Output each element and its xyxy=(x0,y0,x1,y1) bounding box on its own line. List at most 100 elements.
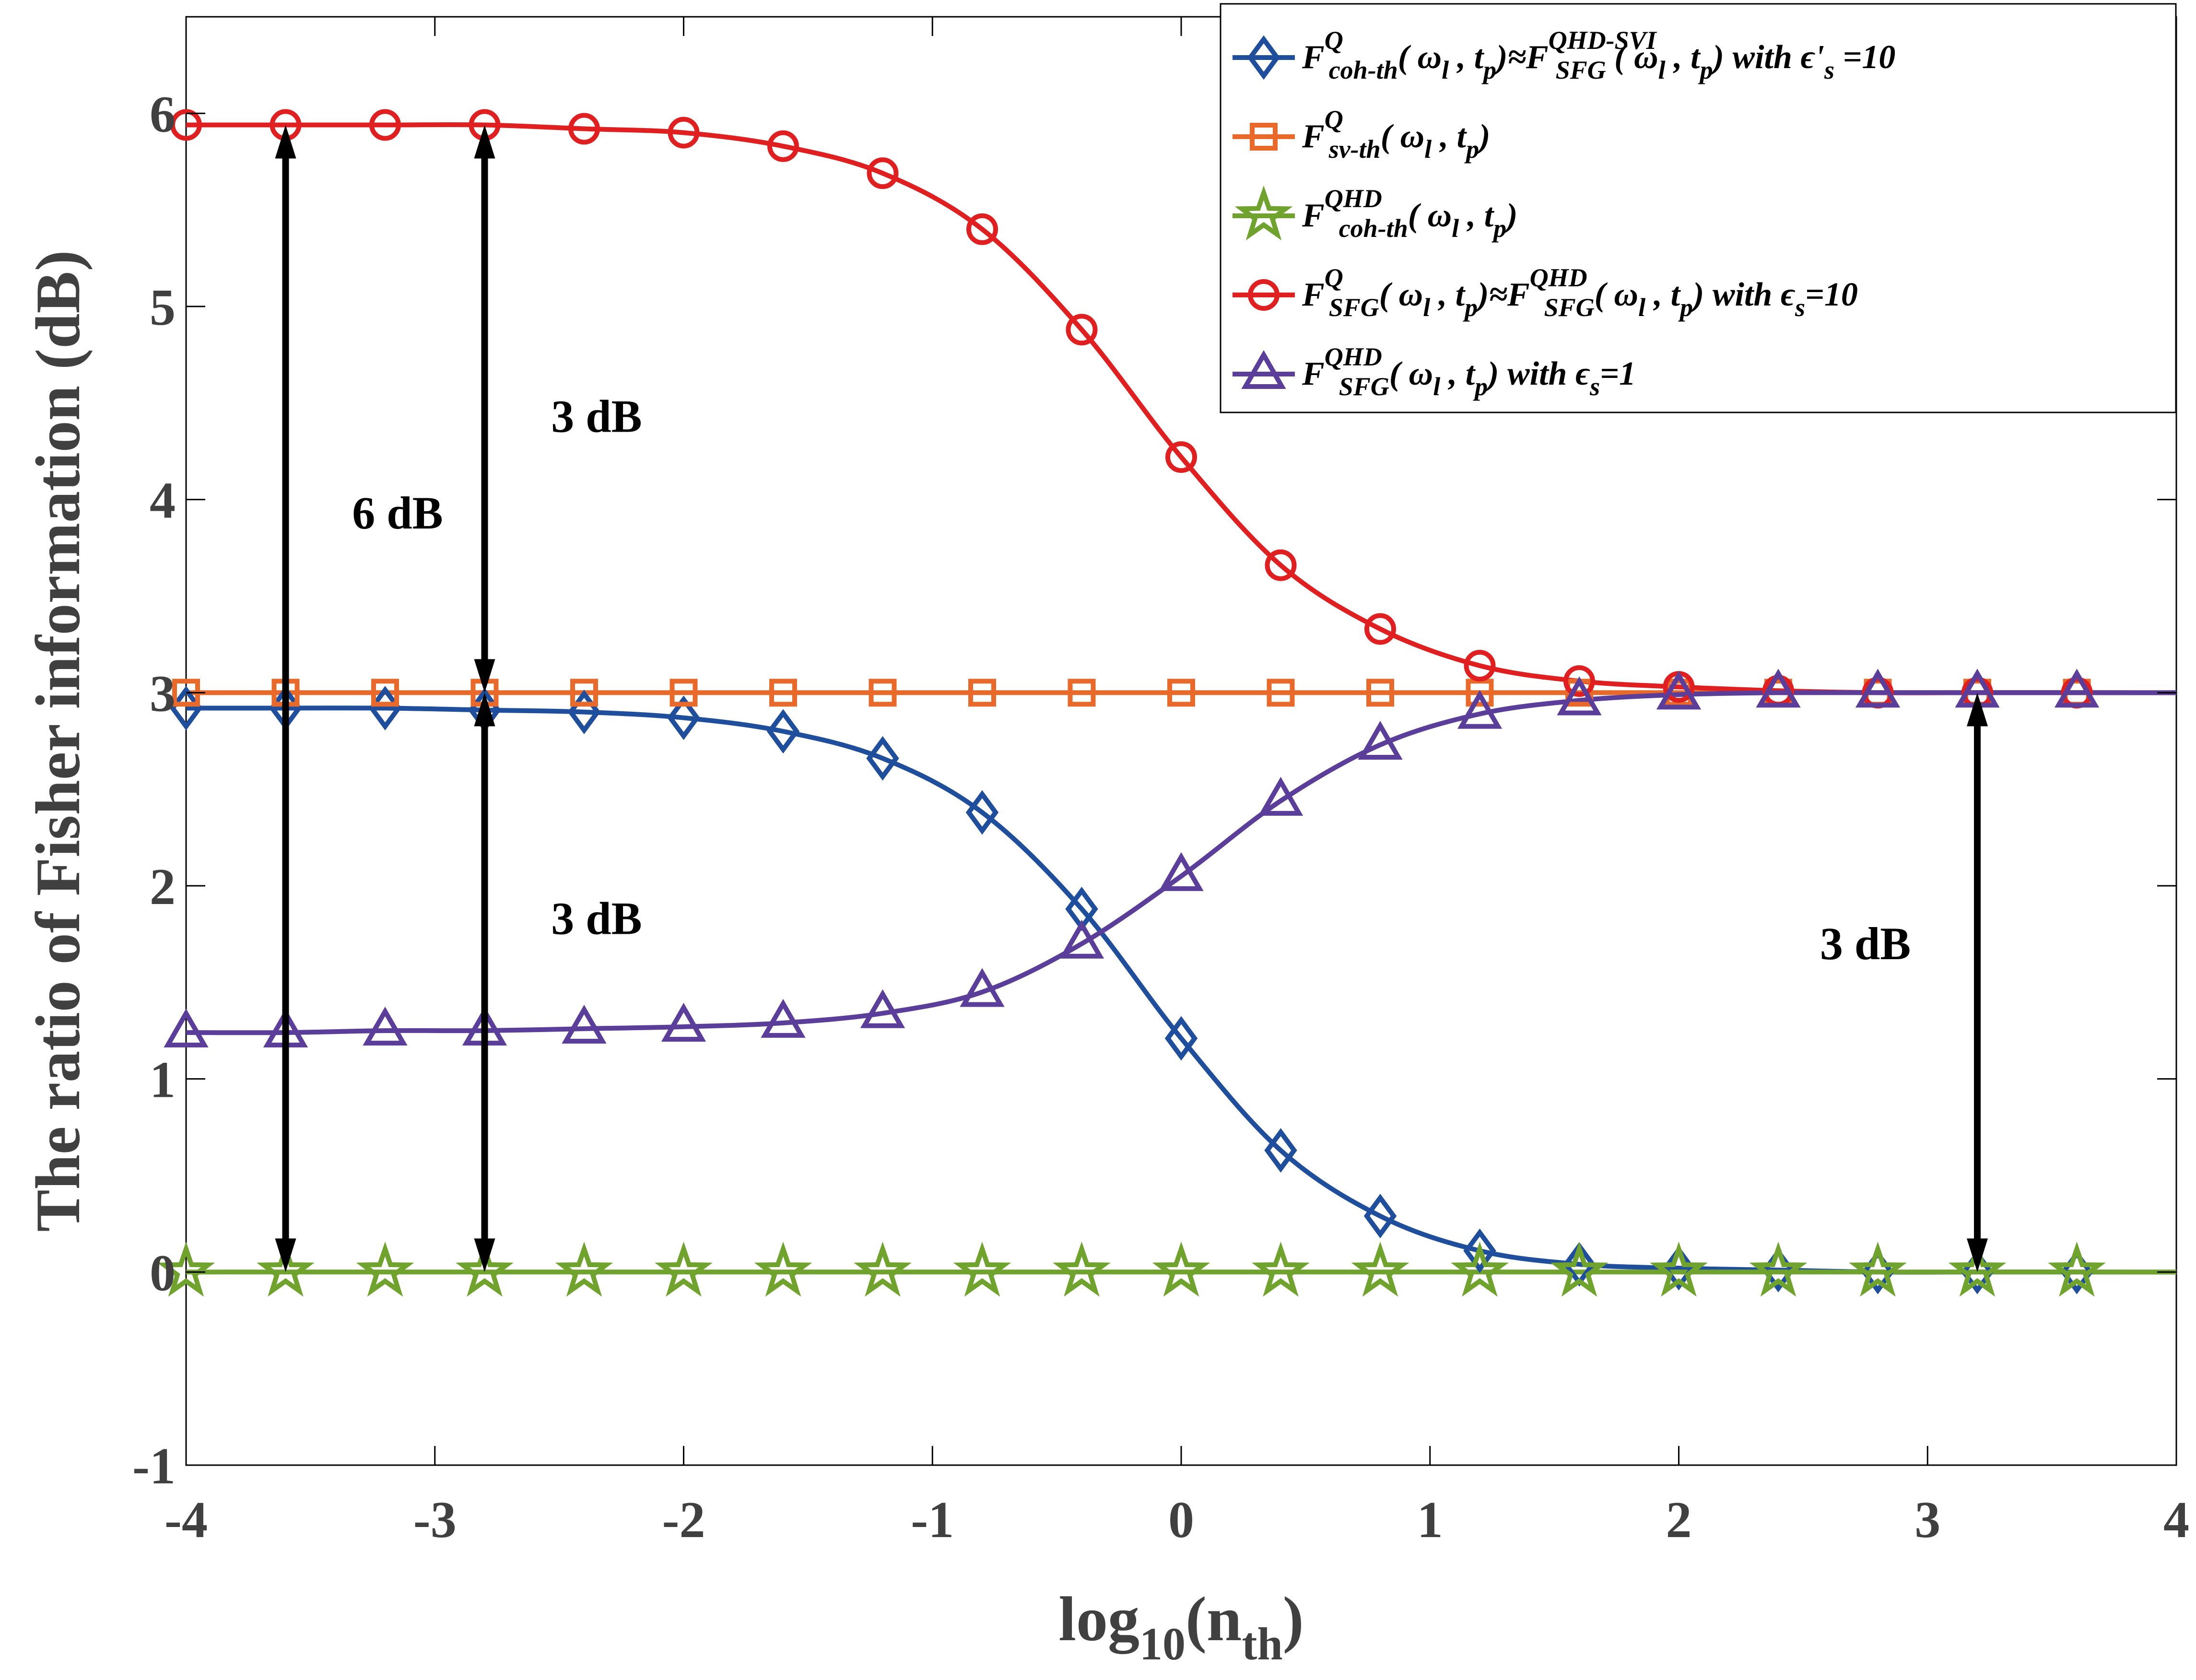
legend-marker-sfg_q_eps10 xyxy=(1248,279,1280,311)
legend-text-part: p xyxy=(1464,135,1479,164)
legend-text-part: p xyxy=(1698,56,1713,84)
legend-text-part: ( ω xyxy=(1606,39,1658,76)
legend-text-part: l xyxy=(1424,135,1432,164)
data-point-sfg_qhd_eps1 xyxy=(1756,669,1801,708)
x-tick-label: -4 xyxy=(164,1492,208,1549)
legend-text-part: )≈F xyxy=(1493,39,1548,76)
data-point-sfg_q_eps10 xyxy=(568,113,600,145)
y-axis-ticks: -1 0 1 2 3 4 5 6 xyxy=(132,86,2176,1495)
legend-text-part: F xyxy=(1302,355,1325,392)
data-point-sv_th xyxy=(869,679,897,707)
legend-label-sfg_qhd_eps1: FQHD SFG( ωl , tp) with ϵs=1 xyxy=(1302,342,1636,401)
data-point-sfg_qhd_eps1 xyxy=(761,999,806,1038)
data-point-coh_sfg_svi xyxy=(866,736,899,781)
legend-box xyxy=(1220,3,2177,413)
legend-text-part: =10 xyxy=(1805,276,1858,313)
data-point-sv_th xyxy=(1267,679,1295,707)
x-tick-label: -2 xyxy=(662,1492,705,1549)
data-point-coh_qhd xyxy=(1053,1241,1111,1297)
data-point-sfg_qhd_eps1 xyxy=(2054,669,2100,708)
x-tick-label: -1 xyxy=(911,1492,954,1549)
data-point-sfg_qhd_eps1 xyxy=(1258,776,1304,816)
data-point-coh_qhd xyxy=(1650,1241,1708,1297)
data-point-coh_qhd xyxy=(1749,1241,1808,1297)
legend-text-part: QHD xyxy=(1325,184,1382,213)
x-axis-title: log10(nth) xyxy=(1058,1584,1304,1669)
annotation-arrow-head-down xyxy=(474,659,495,693)
legend-label-sv_th: FQ sv-th( ωl , tp) xyxy=(1302,105,1490,164)
legend-text-part: =1 xyxy=(1600,355,1636,392)
annotation-label: 6 dB xyxy=(352,487,443,539)
data-point-coh_sfg_svi xyxy=(965,790,999,835)
x-tick-label: 0 xyxy=(1168,1492,1194,1549)
data-point-coh_qhd xyxy=(2048,1241,2106,1297)
data-point-coh_qhd xyxy=(655,1241,713,1297)
data-point-sv_th xyxy=(1167,679,1195,707)
legend-label-sfg_q_eps10: FQ SFG( ωl , tp)≈FQHD SFG( ωl , tp) with ϵ… xyxy=(1302,263,1858,322)
data-point-sfg_qhd_eps1 xyxy=(363,1006,408,1046)
legend-text-part: ( ω xyxy=(1595,276,1638,313)
legend-text-part: F xyxy=(1302,118,1325,155)
annotation-arrow-head-down xyxy=(474,1238,495,1272)
legend-marker-coh_qhd xyxy=(1234,185,1293,241)
y-tick-label: 5 xyxy=(150,279,176,336)
x-tick-label: -3 xyxy=(413,1492,457,1549)
legend-text-part: , t xyxy=(1432,118,1468,155)
data-point-sv_th xyxy=(570,679,598,707)
y-tick-label: 0 xyxy=(150,1245,176,1302)
annotation-arrow-head-down xyxy=(275,1238,296,1272)
data-point-coh_qhd xyxy=(257,1241,315,1297)
legend-text-part: Q xyxy=(1325,263,1343,292)
y-tick-label: 4 xyxy=(150,472,176,529)
y-tick-label: 1 xyxy=(150,1052,176,1109)
data-point-sv_th xyxy=(769,679,797,707)
data-point-sv_th xyxy=(371,679,399,707)
legend-text-part: p xyxy=(1678,293,1693,322)
annotation-arrow-head-up xyxy=(474,125,495,159)
legend-text-part: l xyxy=(1452,214,1459,243)
annotation-label: 3 dB xyxy=(551,893,642,944)
legend-text-part: F xyxy=(1302,276,1325,313)
data-point-coh_sfg_svi xyxy=(667,695,700,740)
data-point-sfg_q_eps10 xyxy=(170,109,202,141)
data-point-sfg_qhd_eps1 xyxy=(1159,852,1204,891)
data-point-sfg_q_eps10 xyxy=(966,213,998,245)
x-tick-label: 1 xyxy=(1417,1492,1443,1549)
legend-text-part: , t xyxy=(1459,197,1495,234)
annotation-label: 3 dB xyxy=(551,391,642,442)
data-point-coh_qhd xyxy=(854,1241,912,1297)
annotation-label: 3 dB xyxy=(1820,918,1911,969)
legend-text-part: l xyxy=(1433,372,1440,401)
data-point-sfg_qhd_eps1 xyxy=(1557,676,1602,716)
data-point-coh_qhd xyxy=(953,1241,1011,1297)
data-point-coh_qhd xyxy=(754,1241,812,1297)
legend-text-part: SFG xyxy=(1544,293,1595,322)
legend-text-part: ( ω xyxy=(1408,197,1452,234)
legend-text-part: p xyxy=(1463,293,1478,322)
legend-text-part: , t xyxy=(1430,276,1466,313)
legend-text-part: ) with ϵ xyxy=(1690,276,1796,313)
y-axis-title: The ratio of Fisher information (dB) xyxy=(23,250,93,1232)
data-point-coh_qhd xyxy=(1849,1241,1907,1297)
legend-text-part: , t xyxy=(1449,39,1485,76)
data-point-coh_qhd xyxy=(555,1241,613,1297)
legend-text-part: QHD xyxy=(1325,342,1382,371)
data-point-sfg_qhd_eps1 xyxy=(1457,690,1503,729)
db-annotations: 6 dB 3 dB 3 dB 3 dB xyxy=(275,125,1988,1272)
data-point-sfg_q_eps10 xyxy=(1165,441,1197,473)
data-point-sfg_qhd_eps1 xyxy=(960,968,1005,1007)
x-tick-label: 2 xyxy=(1666,1492,1692,1549)
data-point-sfg_qhd_eps1 xyxy=(1855,669,1901,708)
data-point-sfg_qhd_eps1 xyxy=(1656,670,1702,710)
x-tick-label: 3 xyxy=(1914,1492,1940,1549)
data-point-sfg_qhd_eps1 xyxy=(860,989,905,1028)
legend-text-part: ( ω xyxy=(1379,276,1423,313)
legend-marker-sv_th xyxy=(1250,123,1278,151)
data-point-coh_sfg_svi xyxy=(1662,1245,1695,1291)
legend-text-part: ) with ϵ xyxy=(1485,355,1590,392)
series-line-sfg_q_eps10 xyxy=(186,122,2177,695)
legend-text-part: l xyxy=(1423,293,1430,322)
data-point-sfg_q_eps10 xyxy=(369,109,401,141)
x-tick-label: 4 xyxy=(2163,1492,2189,1549)
legend-text-part: sv-th xyxy=(1328,135,1381,164)
